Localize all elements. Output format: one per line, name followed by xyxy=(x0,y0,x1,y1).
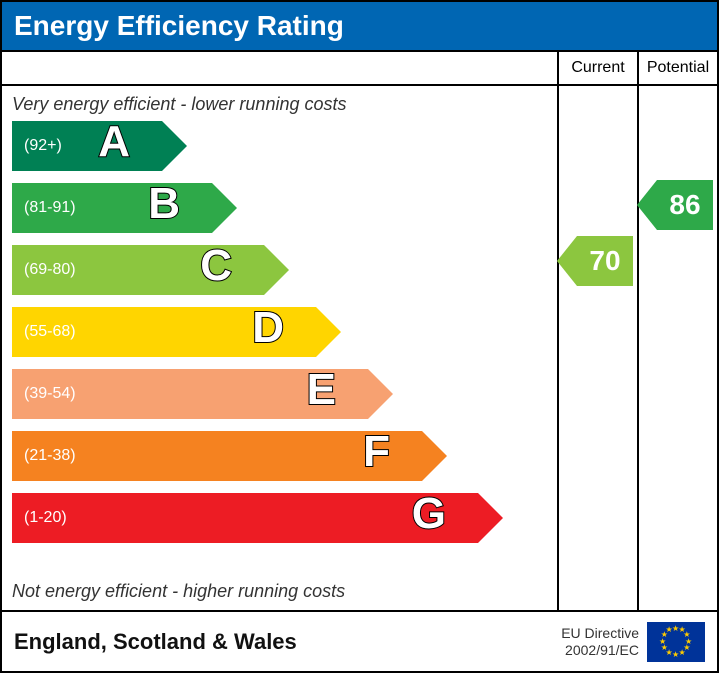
directive-text: EU Directive 2002/91/EC xyxy=(561,625,639,659)
band-bar: (21-38)F xyxy=(12,431,422,481)
potential-column: Potential 86 xyxy=(637,52,717,610)
current-column: Current 70 xyxy=(557,52,637,610)
directive-line1: EU Directive xyxy=(561,625,639,642)
band-arrow-head xyxy=(316,307,341,357)
band-arrow-head xyxy=(368,369,393,419)
band-letter: C xyxy=(200,241,232,291)
chart-title: Energy Efficiency Rating xyxy=(14,10,344,42)
band-range: (55-68) xyxy=(12,323,76,341)
footer: England, Scotland & Wales EU Directive 2… xyxy=(0,612,719,673)
pointer-arrow-icon xyxy=(637,180,657,230)
top-caption: Very energy efficient - lower running co… xyxy=(12,94,547,115)
band-bar: (92+)A xyxy=(12,121,162,171)
title-bar: Energy Efficiency Rating xyxy=(0,0,719,50)
band-row-b: (81-91)B xyxy=(12,183,547,239)
eu-star-icon: ★ xyxy=(666,625,673,634)
current-header: Current xyxy=(559,52,637,86)
eu-flag-icon: ★★★★★★★★★★★★ xyxy=(647,622,705,662)
band-bar: (81-91)B xyxy=(12,183,212,233)
band-row-c: (69-80)C xyxy=(12,245,547,301)
band-range: (21-38) xyxy=(12,447,76,465)
band-bar: (55-68)D xyxy=(12,307,316,357)
band-letter: D xyxy=(252,303,284,353)
bands-area: Very energy efficient - lower running co… xyxy=(2,52,557,610)
band-letter: A xyxy=(98,117,130,167)
band-arrow-head xyxy=(162,121,187,171)
potential-pointer: 86 xyxy=(637,180,713,230)
header-spacer xyxy=(2,52,557,86)
potential-header: Potential xyxy=(639,52,717,86)
band-row-g: (1-20)G xyxy=(12,493,547,549)
band-row-a: (92+)A xyxy=(12,121,547,177)
band-arrow-head xyxy=(212,183,237,233)
band-arrow-head xyxy=(264,245,289,295)
band-range: (92+) xyxy=(12,137,62,155)
band-letter: E xyxy=(307,365,336,415)
band-bar: (69-80)C xyxy=(12,245,264,295)
band-arrow-head xyxy=(478,493,503,543)
band-range: (69-80) xyxy=(12,261,76,279)
current-pointer: 70 xyxy=(557,236,633,286)
epc-chart: Energy Efficiency Rating Very energy eff… xyxy=(0,0,719,675)
chart-body: Very energy efficient - lower running co… xyxy=(0,50,719,612)
band-arrow-head xyxy=(422,431,447,481)
band-letter: G xyxy=(412,489,446,539)
band-row-f: (21-38)F xyxy=(12,431,547,487)
band-range: (81-91) xyxy=(12,199,76,217)
eu-star-icon: ★ xyxy=(679,648,686,657)
band-letter: F xyxy=(363,427,390,477)
region-label: England, Scotland & Wales xyxy=(14,629,297,655)
band-range: (1-20) xyxy=(12,509,67,527)
band-range: (39-54) xyxy=(12,385,76,403)
potential-value: 86 xyxy=(657,180,713,230)
directive-line2: 2002/91/EC xyxy=(561,642,639,659)
bottom-caption: Not energy efficient - higher running co… xyxy=(12,581,345,602)
band-letter: B xyxy=(148,179,180,229)
band-bar: (39-54)E xyxy=(12,369,368,419)
band-row-e: (39-54)E xyxy=(12,369,547,425)
band-bar: (1-20)G xyxy=(12,493,478,543)
current-value: 70 xyxy=(577,236,633,286)
directive-block: EU Directive 2002/91/EC ★★★★★★★★★★★★ xyxy=(561,622,705,662)
band-list: (92+)A(81-91)B(69-80)C(55-68)D(39-54)E(2… xyxy=(12,121,547,549)
band-row-d: (55-68)D xyxy=(12,307,547,363)
pointer-arrow-icon xyxy=(557,236,577,286)
eu-star-icon: ★ xyxy=(672,650,679,659)
